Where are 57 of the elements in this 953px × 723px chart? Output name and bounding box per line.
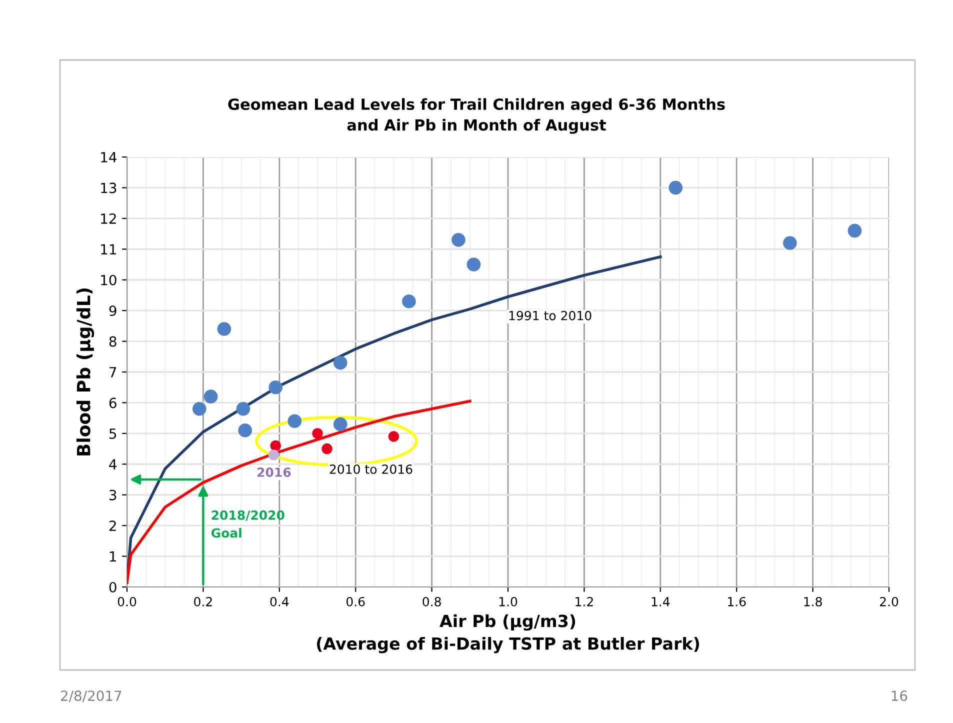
x-tick-label: 0.6 [346,596,365,606]
point [270,440,281,452]
y-tick-label: 2 [109,520,116,531]
point [238,423,252,438]
x-tick-label: 0.8 [422,596,441,606]
x-tick-label: 0.0 [118,596,136,606]
point [236,402,250,416]
y-tick-label: 12 [101,213,116,224]
y-tick-label: 8 [109,336,116,347]
y-tick-label: 14 [101,152,116,162]
y-tick-label: 6 [109,398,116,408]
point [388,431,400,442]
point [192,402,206,416]
text: 2/8/2017 [61,690,122,702]
point [466,258,481,272]
line-series [127,255,662,584]
line-series [127,400,472,584]
x-tick-label: 1.2 [576,596,593,606]
point [452,233,466,247]
y-tick-label: 10 [101,274,116,286]
annotation: 2016 [258,468,291,477]
y-tick-label: 4 [109,459,116,470]
point [322,443,332,454]
y-axis-title: Blood Pb (µg/dL) [76,288,94,456]
x-axis-title: Air Pb (µg/m3) (Average of Bi-Daily TSTP at Butler Park) [316,614,700,654]
y-tick-label: 1 [110,551,116,562]
point [217,322,232,336]
x-tick-label: 0.4 [270,596,289,606]
point [333,417,348,432]
y-tick-label: 0 [109,582,116,592]
x-tick-label: 1.0 [499,596,518,606]
chart-title: Geomean Lead Levels for Trail Children aged 6-36 Months and Air Pb in Month of August [228,98,725,134]
point [333,356,348,370]
y-tick-label: 5 [110,428,116,439]
point [312,428,323,439]
point [783,236,797,250]
x-tick-label: 0.2 [194,596,212,606]
x-tick-label: 1.4 [652,597,670,606]
y-tick-label: 3 [110,490,116,500]
y-tick-label: 9 [109,306,116,316]
x-tick-label: 1.8 [804,596,822,606]
point [288,414,302,428]
annotation: 1991 to 2010 [509,310,592,320]
x-tick-label: 2.0 [880,596,898,606]
point [204,390,218,404]
y-tick-label: 11 [101,244,116,254]
point [668,180,683,195]
point [268,450,280,460]
y-tick-label: 13 [101,182,116,194]
point [402,294,416,308]
y-tick-label: 7 [110,367,116,378]
point [848,224,862,238]
annotation: 2010 to 2016 [330,464,412,474]
x-tick-label: 1.6 [728,596,746,606]
point [268,380,282,394]
text: 16 [892,690,908,702]
annotation: 2018/2020 Goal [211,510,284,538]
